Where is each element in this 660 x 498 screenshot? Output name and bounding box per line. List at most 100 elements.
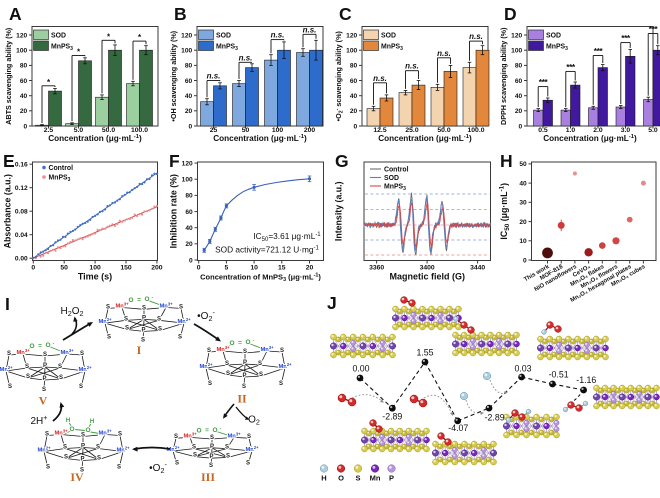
svg-text:100: 100 bbox=[346, 48, 357, 55]
svg-text:H: H bbox=[500, 151, 513, 171]
svg-text:MnPS3​: MnPS3​ bbox=[546, 44, 568, 53]
svg-text:MnPS3​: MnPS3​ bbox=[216, 44, 238, 53]
svg-text:n.s.: n.s. bbox=[405, 62, 419, 71]
svg-text:-: - bbox=[53, 341, 55, 347]
svg-text:0.16: 0.16 bbox=[15, 162, 28, 169]
svg-text:0.00: 0.00 bbox=[352, 364, 369, 374]
svg-text:SOD: SOD bbox=[384, 175, 399, 182]
svg-text:20: 20 bbox=[185, 241, 193, 248]
svg-text:S: S bbox=[207, 348, 211, 354]
svg-text:20: 20 bbox=[515, 108, 523, 115]
svg-text:12.5: 12.5 bbox=[373, 127, 386, 134]
svg-text:150: 150 bbox=[120, 265, 132, 272]
svg-text:S: S bbox=[158, 326, 162, 332]
svg-text:10: 10 bbox=[250, 265, 258, 272]
svg-text:Absorbance (a.u.): Absorbance (a.u.) bbox=[3, 174, 13, 248]
svg-text:50: 50 bbox=[242, 127, 250, 134]
svg-text:100: 100 bbox=[181, 48, 192, 55]
svg-text:S: S bbox=[43, 352, 47, 358]
svg-text:3360: 3360 bbox=[369, 265, 384, 272]
svg-text:A: A bbox=[9, 4, 22, 24]
svg-text:IC50​=3.61 μg·mL-1​: IC50​=3.61 μg·mL-1​ bbox=[253, 231, 321, 243]
svg-text:S: S bbox=[157, 316, 161, 322]
svg-text:-2.89: -2.89 bbox=[382, 412, 402, 422]
svg-text:200: 200 bbox=[151, 265, 163, 272]
svg-text:S: S bbox=[175, 461, 179, 467]
svg-text:***: *** bbox=[621, 33, 631, 43]
svg-text:Mn3+​: Mn3+​ bbox=[260, 345, 274, 353]
svg-text:50: 50 bbox=[519, 161, 527, 168]
svg-text:S: S bbox=[25, 364, 29, 370]
svg-text:P: P bbox=[80, 457, 84, 463]
svg-text:S: S bbox=[106, 304, 110, 310]
svg-text:S: S bbox=[355, 474, 360, 483]
svg-text:O: O bbox=[128, 297, 133, 304]
svg-text:SOD: SOD bbox=[51, 33, 66, 40]
svg-text:n.s.: n.s. bbox=[271, 31, 285, 40]
svg-text:O: O bbox=[69, 426, 74, 433]
svg-text:Mn3+​: Mn3+​ bbox=[16, 348, 30, 356]
svg-text:0.5: 0.5 bbox=[538, 127, 548, 134]
svg-text:0.08: 0.08 bbox=[15, 209, 28, 216]
svg-text:P: P bbox=[43, 363, 47, 369]
svg-text:120: 120 bbox=[182, 160, 193, 167]
svg-text:S: S bbox=[125, 326, 129, 332]
svg-text:Mn2+​: Mn2+​ bbox=[98, 317, 112, 325]
svg-text:S: S bbox=[225, 361, 229, 367]
svg-text:100: 100 bbox=[272, 127, 284, 134]
svg-text:I: I bbox=[5, 294, 10, 314]
svg-text:Mn3+​: Mn3+​ bbox=[60, 348, 74, 356]
svg-text:S: S bbox=[81, 433, 85, 439]
svg-text:S: S bbox=[225, 445, 229, 451]
svg-text:0: 0 bbox=[354, 123, 358, 130]
svg-text:D: D bbox=[504, 4, 517, 24]
svg-text:-4.07: -4.07 bbox=[448, 423, 468, 433]
svg-text:IC50​ (μg·mL-1​): IC50​ (μg·mL-1​) bbox=[499, 183, 511, 240]
svg-text:n.s.: n.s. bbox=[207, 72, 221, 81]
svg-text:I: I bbox=[137, 343, 142, 357]
svg-text:50.0: 50.0 bbox=[102, 127, 115, 134]
svg-text:S: S bbox=[141, 338, 145, 344]
svg-text:Mn2+​: Mn2+​ bbox=[278, 362, 292, 370]
svg-text:Concentration (μg·mL-1​): Concentration (μg·mL-1​) bbox=[213, 134, 307, 143]
svg-text:S: S bbox=[8, 384, 12, 390]
svg-text:80: 80 bbox=[515, 63, 523, 70]
svg-text:ABTS scavenging ability (%): ABTS scavenging ability (%) bbox=[4, 27, 13, 125]
svg-text:0: 0 bbox=[189, 257, 193, 264]
svg-text:S: S bbox=[208, 381, 212, 387]
svg-text:Mn2+​: Mn2+​ bbox=[78, 365, 92, 373]
svg-text:G: G bbox=[335, 151, 349, 171]
svg-text:H: H bbox=[90, 419, 94, 425]
svg-text:J: J bbox=[327, 293, 337, 313]
svg-text:Concentration (μg·mL-1​): Concentration (μg·mL-1​) bbox=[543, 134, 637, 143]
svg-text:O: O bbox=[29, 343, 34, 350]
svg-text:100: 100 bbox=[16, 48, 27, 55]
svg-text:III: III bbox=[201, 470, 215, 484]
svg-text:=: = bbox=[238, 340, 242, 347]
svg-text:S: S bbox=[42, 387, 46, 393]
svg-text:*: * bbox=[107, 32, 111, 41]
svg-text:S: S bbox=[193, 453, 197, 459]
svg-text:25: 25 bbox=[210, 127, 218, 134]
svg-text:Mn2+​: Mn2+​ bbox=[177, 317, 191, 325]
svg-text:SOD: SOD bbox=[546, 33, 561, 40]
svg-text:P: P bbox=[141, 327, 145, 333]
svg-text:60: 60 bbox=[20, 78, 28, 85]
svg-text:•O2​-​: •O2​-​ bbox=[149, 460, 167, 475]
svg-text:H: H bbox=[66, 418, 70, 424]
svg-text:***: *** bbox=[539, 77, 549, 87]
svg-text:S: S bbox=[97, 456, 101, 462]
svg-text:n.s.: n.s. bbox=[469, 32, 483, 41]
svg-text:F: F bbox=[169, 151, 180, 171]
svg-text:Mn2+​: Mn2+​ bbox=[245, 445, 259, 453]
svg-text:P: P bbox=[389, 474, 394, 483]
svg-text:40: 40 bbox=[519, 180, 527, 187]
svg-text:60: 60 bbox=[350, 78, 358, 85]
svg-text:80: 80 bbox=[20, 63, 28, 70]
svg-text:*: * bbox=[138, 33, 142, 42]
svg-text:O: O bbox=[212, 427, 217, 434]
svg-text:P: P bbox=[242, 373, 246, 379]
svg-text:2H+​: 2H+​ bbox=[31, 413, 48, 427]
svg-text:S: S bbox=[79, 384, 83, 390]
svg-text:0: 0 bbox=[24, 123, 28, 130]
